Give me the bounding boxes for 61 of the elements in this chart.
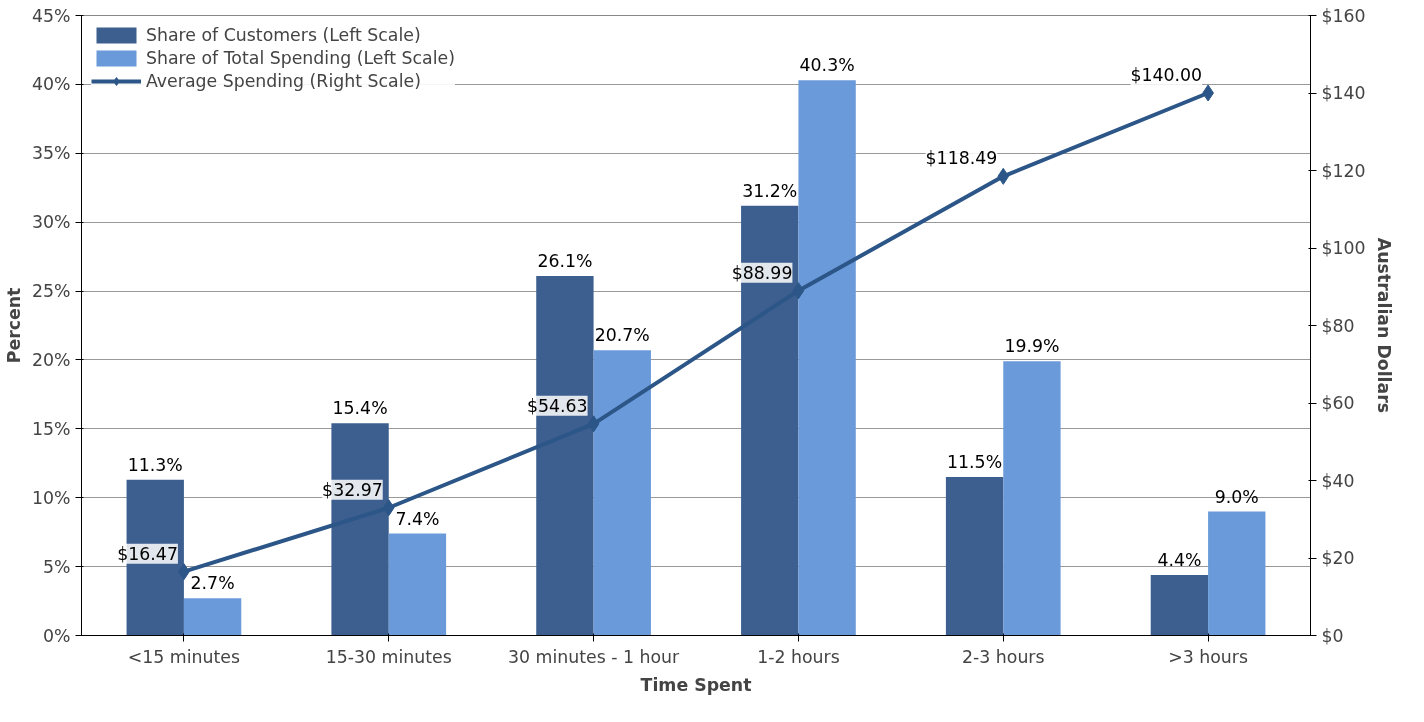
point	[997, 167, 1010, 185]
y-tick-label: 10%	[31, 487, 71, 508]
bar	[1003, 361, 1061, 636]
data-label: 40.3%	[799, 55, 855, 76]
data-label: 26.1%	[537, 250, 593, 271]
point	[587, 415, 600, 433]
bar	[593, 350, 651, 636]
y-tick-label: 20%	[31, 349, 71, 370]
data-label: $140.00	[1130, 65, 1203, 85]
y-tick-label: 40%	[31, 74, 71, 95]
y2-axis-title: Australian Dollars	[1373, 237, 1394, 414]
y-tick-label: 5%	[43, 556, 71, 577]
data-label: 2.7%	[190, 573, 235, 594]
data-label: 15.4%	[332, 398, 388, 419]
x-tick-label: 30 minutes - 1 hour	[507, 646, 681, 667]
data-label: $16.47	[117, 543, 178, 564]
y2-tick-label: $140	[1321, 83, 1366, 103]
data-label: 11.5%	[947, 452, 1003, 473]
data-label: $54.63	[526, 395, 588, 416]
legend-label: Share of Total Spending (Left Scale)	[146, 48, 455, 68]
y2-tick-label: $60	[1321, 393, 1355, 413]
data-label: 7.4%	[395, 508, 440, 529]
legend-label: Share of Customers (Left Scale)	[146, 25, 421, 45]
legend-label: Average Spending (Right Scale)	[146, 71, 421, 91]
y-tick-label: 0%	[43, 625, 71, 646]
y2-tick-label: $80	[1321, 315, 1355, 336]
bar	[945, 477, 1004, 636]
x-tick-label: >3 hours	[1168, 646, 1248, 667]
data-label: $88.99	[731, 262, 793, 283]
y-tick-label: 45%	[31, 5, 71, 26]
y2-tick-label: $0	[1321, 625, 1344, 646]
bar	[183, 598, 242, 636]
bar	[1150, 574, 1209, 636]
y-tick-label: 35%	[31, 143, 71, 164]
bar	[798, 80, 856, 636]
bar	[388, 533, 447, 636]
x-tick-label: 1-2 hours	[757, 646, 840, 667]
x-tick-label: 2-3 hours	[961, 646, 1045, 667]
y2-tick-label: $20	[1321, 548, 1355, 568]
data-label: 20.7%	[594, 325, 650, 346]
y2-tick-label: $100	[1321, 238, 1366, 258]
y-tick-label: 25%	[31, 281, 71, 302]
bar	[1208, 511, 1266, 636]
data-label: $118.49	[925, 148, 998, 169]
x-axis-title: Time Spent	[640, 674, 752, 695]
data-label: 9.0%	[1214, 486, 1259, 507]
y2-tick-label: $40	[1321, 470, 1355, 491]
y2-tick-label: $120	[1321, 160, 1366, 181]
data-label: 31.2%	[742, 180, 798, 201]
y-tick-label: 15%	[31, 418, 71, 439]
y2-tick-label: $160	[1321, 5, 1366, 26]
point	[792, 282, 805, 300]
y-axis-title: Percent	[3, 287, 24, 364]
x-tick-label: 15-30 minutes	[325, 646, 452, 667]
x-tick-label: <15 minutes	[127, 646, 241, 667]
y-tick-label: 30%	[31, 212, 71, 233]
data-label: 19.9%	[1004, 336, 1060, 357]
data-label: 11.3%	[127, 454, 183, 475]
point	[382, 499, 395, 517]
data-label: $32.97	[322, 479, 383, 500]
data-label: 4.4%	[1157, 549, 1202, 570]
